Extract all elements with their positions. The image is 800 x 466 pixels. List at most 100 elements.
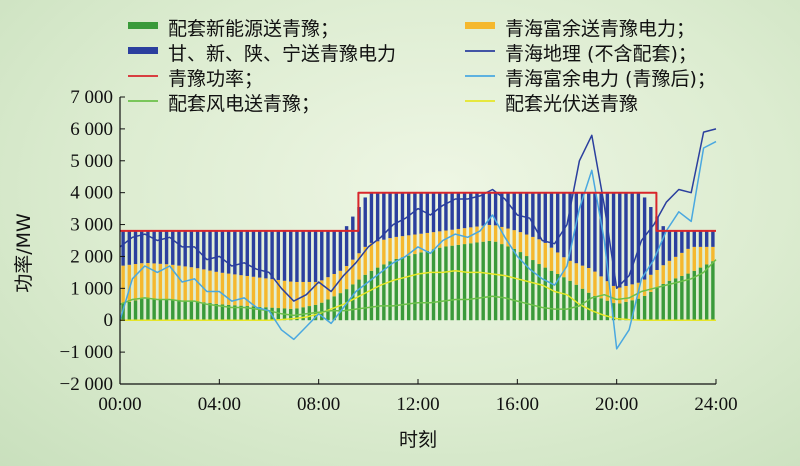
bar-series-0 [171,299,175,321]
bar-series-1 [214,271,218,304]
bar-series-0 [642,295,647,321]
bar-series-1 [140,263,144,299]
bar-series-2 [704,230,709,247]
bar-series-0 [133,300,138,321]
y-tick-label: 6 000 [70,119,113,140]
y-tick-label: 4 000 [70,183,113,204]
bar-series-2 [630,192,634,285]
bar-series-2 [574,192,579,264]
legend-swatch [128,47,158,54]
bar-series-2 [171,230,175,265]
legend-label: 青海富余送青豫电力； [505,18,695,40]
bar-series-0 [406,255,411,321]
bar-series-1 [369,242,374,271]
bar-series-1 [649,274,653,292]
bar-series-2 [282,230,287,281]
legend-label: 青海地理 (不含配套)； [505,43,697,65]
bar-series-1 [357,253,361,280]
bar-series-0 [475,242,479,321]
bar-series-2 [599,192,603,277]
bar-series-1 [406,235,411,256]
bar-series-0 [158,298,163,321]
bar-series-1 [642,279,647,296]
y-tick-label: −1 000 [60,342,113,363]
bar-series-1 [127,264,132,302]
bar-series-2 [406,192,411,236]
bar-series-1 [152,263,156,299]
bar-series-2 [239,230,243,276]
bar-series-2 [580,192,585,266]
bar-series-1 [450,229,454,246]
bar-series-1 [301,281,305,308]
bar-series-1 [320,280,324,303]
bar-series-0 [264,307,268,321]
bar-series-2 [270,230,274,280]
bar-series-2 [394,192,398,237]
line-5 [119,140,717,350]
bar-series-1 [270,279,274,308]
bar-series-2 [226,230,231,274]
bar-series-2 [121,230,125,266]
bar-series-2 [680,230,684,253]
bar-series-0 [438,247,442,321]
bar-series-2 [673,230,678,257]
bar-series-0 [251,306,256,321]
bar-series-2 [481,192,485,226]
bar-series-0 [512,248,516,321]
bar-series-0 [587,292,591,321]
bar-series-0 [555,273,560,321]
line-6 [119,259,717,317]
bar-series-1 [711,246,715,262]
bar-series-0 [680,275,684,321]
bar-series-2 [475,192,479,227]
bar-series-1 [562,257,566,278]
bar-series-2 [400,192,405,237]
bar-series-0 [537,264,541,321]
bar-series-2 [624,192,628,286]
bar-series-1 [580,265,585,289]
bar-series-0 [500,244,504,321]
bar-series-1 [419,233,423,253]
bar-series-1 [599,276,603,299]
bar-series-1 [400,236,405,258]
y-tick-label: 7 000 [70,87,113,108]
bar-series-0 [233,305,237,321]
bar-series-2 [189,230,194,268]
bar-series-2 [177,230,181,266]
bar-series-0 [686,273,690,321]
bar-series-0 [469,243,473,321]
y-tick-label: −2 000 [60,374,113,395]
bar-series-1 [493,225,498,242]
bar-series-1 [574,263,579,285]
bar-series-0 [239,305,243,321]
bar-series-2 [493,192,498,226]
bar-series-2 [369,192,374,243]
bar-series-1 [363,246,367,275]
bar-series-0 [531,260,535,321]
bar-series-0 [140,298,144,321]
bar-series-2 [338,230,343,271]
bar-series-0 [704,264,709,321]
axes: −2 000 −1 000 0 1 000 2 000 3 000 4 000 5 000 6 … [60,87,738,415]
x-tick-label: 12:00 [396,394,439,415]
bar-series-2 [605,192,610,282]
legend-swatch [128,22,158,29]
bar-series-1 [208,270,212,304]
bar-series-0 [400,257,405,321]
bar-series-0 [518,252,523,321]
bar-series-1 [673,256,678,279]
bar-series-1 [226,273,231,305]
bar-series-1 [549,247,554,271]
bar-series-0 [661,283,665,321]
bar-series-2 [450,192,454,230]
bar-series-0 [450,245,454,321]
bar-series-2 [276,230,281,280]
bar-series-2 [524,192,529,235]
bar-series-0 [146,298,150,321]
bar-series-1 [587,268,591,293]
bar-series-2 [636,192,641,283]
bar-series-1 [344,266,349,290]
bar-series-0 [493,241,498,321]
bar-series-0 [351,284,355,321]
bar-series-1 [388,238,392,262]
